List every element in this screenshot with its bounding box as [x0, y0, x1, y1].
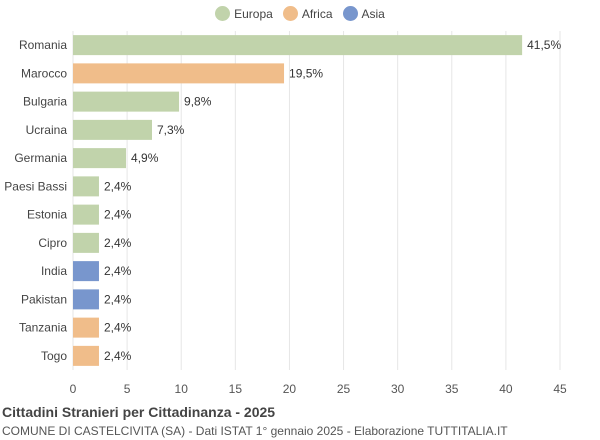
legend-label: Africa: [301, 6, 333, 21]
category-label: Togo: [41, 349, 67, 363]
bar-india: [73, 261, 99, 282]
bar-cipro: [73, 232, 99, 253]
x-tick-label: 10: [175, 382, 189, 396]
bar-estonia: [73, 204, 99, 225]
x-tick-label: 25: [337, 382, 351, 396]
legend-item-africa: Africa: [282, 6, 333, 22]
value-label: 9,8%: [184, 95, 212, 109]
bar-togo: [73, 345, 99, 366]
category-label: Cipro: [38, 236, 67, 250]
value-label: 2,4%: [104, 321, 132, 335]
plot-area: 0 5 10 15 20 25 30 35 40 45 Romania 41,5% Marocco 19,…: [4, 31, 567, 396]
x-tick-label: 35: [445, 382, 459, 396]
bar-marocco: [73, 63, 285, 84]
bar-tanzania: [73, 317, 99, 338]
category-label: Marocco: [21, 66, 67, 80]
category-label: Germania: [14, 151, 67, 165]
value-label: 19,5%: [289, 66, 323, 80]
x-tick-label: 5: [124, 382, 131, 396]
value-label: 4,9%: [131, 151, 159, 165]
x-tick-label: 20: [283, 382, 297, 396]
bar-ucraina: [73, 119, 153, 140]
value-label: 2,4%: [104, 236, 132, 250]
legend-label: Europa: [234, 6, 273, 21]
x-tick-label: 45: [553, 382, 567, 396]
value-label: 7,3%: [157, 123, 185, 137]
bar-pakistan: [73, 289, 99, 310]
value-label: 41,5%: [527, 38, 561, 52]
legend-label: Asia: [361, 6, 385, 21]
value-label: 2,4%: [104, 208, 132, 222]
bar-bulgaria: [73, 91, 180, 112]
legend-item-asia: Asia: [342, 6, 385, 22]
category-label: Romania: [19, 38, 67, 52]
x-tick-label: 15: [229, 382, 243, 396]
bar-paesi-bassi: [73, 176, 99, 197]
legend-item-europa: Europa: [215, 6, 273, 22]
category-label: Tanzania: [19, 321, 67, 335]
category-label: Pakistan: [21, 292, 67, 306]
legend-swatch: [342, 6, 358, 22]
chart-title: Cittadini Stranieri per Cittadinanza - 2…: [2, 404, 276, 420]
bar-germania: [73, 148, 127, 169]
value-label: 2,4%: [104, 349, 132, 363]
legend-swatch: [282, 6, 298, 22]
category-label: Estonia: [27, 208, 67, 222]
category-label: Paesi Bassi: [4, 179, 67, 193]
legend: Europa Africa Asia: [0, 6, 600, 22]
value-label: 2,4%: [104, 179, 132, 193]
chart-subtitle: COMUNE DI CASTELCIVITA (SA) - Dati ISTAT…: [2, 424, 508, 438]
legend-swatch: [215, 6, 231, 22]
category-label: Ucraina: [26, 123, 68, 137]
x-tick-label: 0: [70, 382, 77, 396]
x-tick-label: 40: [499, 382, 513, 396]
x-tick-label: 30: [391, 382, 405, 396]
value-label: 2,4%: [104, 292, 132, 306]
category-label: Bulgaria: [23, 95, 67, 109]
category-label: India: [41, 264, 67, 278]
value-label: 2,4%: [104, 264, 132, 278]
bar-romania: [73, 35, 523, 56]
